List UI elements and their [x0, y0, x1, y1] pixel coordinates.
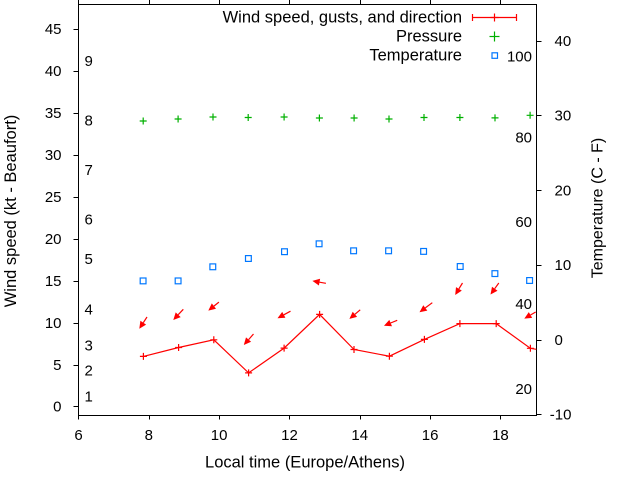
svg-text:Temperature (C - F): Temperature (C - F) — [590, 138, 607, 278]
svg-text:18: 18 — [492, 427, 509, 444]
svg-text:14: 14 — [351, 427, 368, 444]
svg-text:10: 10 — [45, 315, 62, 332]
svg-text:6: 6 — [74, 427, 82, 444]
svg-text:100: 100 — [507, 49, 532, 66]
svg-text:5: 5 — [85, 251, 93, 268]
svg-text:8: 8 — [145, 427, 153, 444]
svg-text:80: 80 — [515, 130, 532, 147]
svg-text:12: 12 — [281, 427, 298, 444]
svg-text:4: 4 — [85, 302, 93, 319]
svg-text:60: 60 — [515, 214, 532, 231]
svg-text:Pressure: Pressure — [396, 27, 462, 45]
svg-text:Wind speed (kt - Beaufort): Wind speed (kt - Beaufort) — [2, 115, 20, 308]
svg-text:Local time (Europe/Athens): Local time (Europe/Athens) — [205, 454, 405, 472]
svg-text:10: 10 — [555, 257, 572, 274]
svg-text:20: 20 — [45, 231, 62, 248]
svg-text:30: 30 — [45, 147, 62, 164]
svg-text:7: 7 — [85, 162, 93, 179]
svg-text:9: 9 — [85, 53, 93, 70]
svg-text:Temperature: Temperature — [369, 46, 462, 64]
svg-text:35: 35 — [45, 105, 62, 122]
svg-text:15: 15 — [45, 273, 62, 290]
svg-text:5: 5 — [53, 357, 61, 374]
svg-text:2: 2 — [85, 363, 93, 380]
svg-text:3: 3 — [85, 338, 93, 355]
svg-text:16: 16 — [422, 427, 439, 444]
svg-text:6: 6 — [85, 212, 93, 229]
svg-text:20: 20 — [515, 381, 532, 398]
svg-text:8: 8 — [85, 113, 93, 130]
svg-text:0: 0 — [555, 332, 563, 349]
svg-text:-10: -10 — [550, 407, 572, 424]
svg-text:Wind speed, gusts, and directi: Wind speed, gusts, and direction — [223, 9, 462, 27]
svg-text:10: 10 — [211, 427, 228, 444]
svg-text:20: 20 — [555, 182, 572, 199]
svg-text:1: 1 — [85, 389, 93, 406]
svg-text:40: 40 — [515, 296, 532, 313]
svg-text:25: 25 — [45, 189, 62, 206]
svg-text:0: 0 — [53, 399, 61, 416]
svg-text:45: 45 — [45, 21, 62, 38]
svg-text:40: 40 — [45, 63, 62, 80]
svg-text:30: 30 — [555, 108, 572, 125]
svg-text:40: 40 — [555, 33, 572, 50]
